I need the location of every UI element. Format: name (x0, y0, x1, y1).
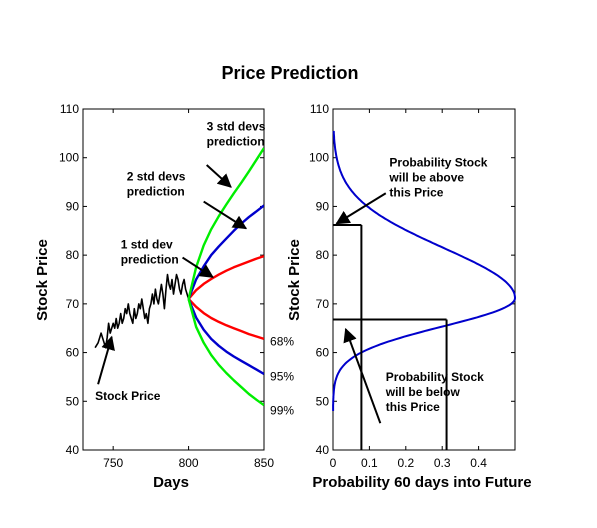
annotation-arrow-below_label (343, 327, 382, 424)
left-xlabel: Days (153, 474, 189, 491)
plot-frame (82, 108, 265, 451)
y-tick-label: 40 (66, 443, 80, 457)
x-tick-label: 750 (103, 456, 123, 470)
annotation-arrow-three_std_label (206, 164, 232, 188)
series-1-std-dev-prediction-lower (187, 298, 264, 341)
series-2-std-devs-prediction-upper (187, 204, 264, 300)
right-ylabel: Stock Price (286, 239, 303, 321)
y-tick-label: 80 (316, 248, 330, 262)
series-3-std-devs-prediction-lower (187, 298, 264, 407)
y-tick-label: 70 (66, 297, 80, 311)
annotation-price_label: Stock Price (95, 389, 161, 403)
annotation-arrow-two_std_label (203, 200, 248, 230)
probability-chart: Stock Price Probability 60 days into Fut… (286, 102, 532, 491)
series-2-std-devs-prediction-lower (187, 298, 264, 376)
y-tick-label: 50 (316, 394, 330, 408)
x-tick-label: 800 (179, 456, 199, 470)
series-3-std-devs-prediction-upper (187, 147, 264, 300)
stock-price-chart: Stock Price Days 40 50 60 70 80 90 100 110 750 80… (34, 102, 294, 491)
y-tick-label: 110 (310, 102, 329, 116)
y-tick-label: 60 (316, 346, 330, 360)
y-tick-label: 100 (309, 151, 329, 165)
annotation-arrow-price_label (97, 335, 115, 385)
x-tick-label: 0.1 (361, 456, 378, 470)
right-xlabel: Probability 60 days into Future (312, 474, 531, 491)
y-tick-label: 60 (66, 346, 80, 360)
y-tick-label: 100 (59, 151, 79, 165)
annotation-one_std_label: 1 std dev prediction (121, 237, 179, 266)
probability-curve (332, 130, 517, 411)
y-tick-label: 40 (316, 443, 330, 457)
series-1-std-dev-prediction-upper (187, 254, 264, 300)
y-tick-label: 80 (66, 248, 80, 262)
confidence-label: 95% (270, 369, 294, 383)
annotation-two_std_label: 2 std devs prediction (127, 170, 186, 199)
x-tick-label: 0.3 (434, 456, 451, 470)
x-tick-label: 0 (330, 456, 337, 470)
annotation-above_label: Probability Stock will be above this Price (388, 155, 487, 199)
y-tick-label: 110 (60, 102, 79, 116)
figure-title: Price Prediction (221, 63, 358, 83)
annotation-arrow-above_label (335, 192, 387, 225)
y-tick-label: 90 (316, 199, 330, 213)
annotation-three_std_label: 3 std devs prediction (207, 119, 266, 148)
confidence-label: 99% (270, 403, 294, 417)
y-tick-label: 90 (66, 199, 80, 213)
x-tick-label: 850 (254, 456, 274, 470)
left-ylabel: Stock Price (34, 239, 51, 321)
plot-frame (332, 108, 516, 451)
annotation-arrow-one_std_label (182, 256, 214, 278)
y-tick-label: 70 (316, 297, 330, 311)
series-stock-price (94, 273, 190, 349)
x-tick-label: 0.4 (470, 456, 487, 470)
y-tick-label: 50 (66, 394, 80, 408)
x-tick-label: 0.2 (397, 456, 414, 470)
annotation-below_label: Probability Stock will be below this Price (385, 370, 484, 414)
confidence-label: 68% (270, 334, 294, 348)
